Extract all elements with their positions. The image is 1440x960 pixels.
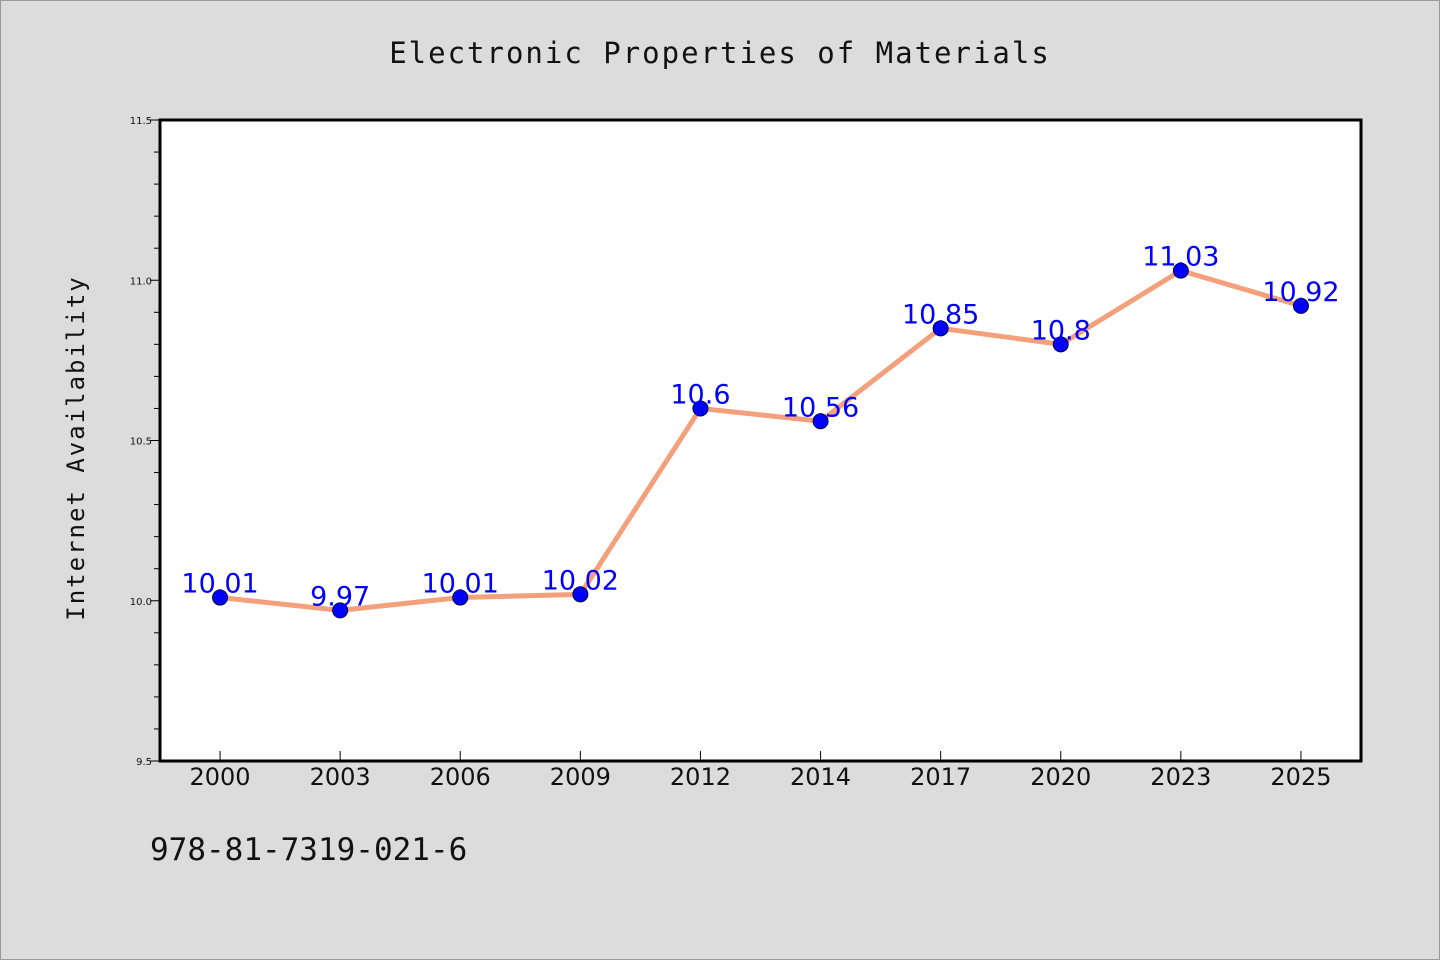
x-tick-label: 2009: [550, 763, 611, 791]
series-line: [217, 268, 1304, 613]
data-point: [212, 589, 229, 606]
x-axis: 2000 2003 2006 2009 2012 2014 2017 2020 2023 2025: [190, 751, 1331, 791]
data-point: [452, 589, 469, 606]
y-tick-label: 11.0: [130, 276, 152, 287]
x-tick-label: 2003: [310, 763, 371, 791]
x-tick-label: 2017: [910, 763, 971, 791]
x-tick-label: 2012: [670, 763, 731, 791]
data-labels: 10.01 9.97 10.01 10.02 10.6 10.56 10.85 10.8 11.…: [181, 242, 1339, 613]
data-label: 10.02: [542, 565, 619, 596]
series-layer: [212, 262, 1309, 619]
data-point: [1292, 297, 1309, 314]
x-tick-label: 2025: [1270, 763, 1331, 791]
data-label: 10.6: [670, 379, 730, 410]
y-axis-label: Internet Availability: [62, 275, 90, 620]
x-tick-label: 2020: [1030, 763, 1091, 791]
data-label: 11.03: [1142, 242, 1219, 273]
data-point: [812, 413, 829, 430]
x-tick-label: 2000: [190, 763, 251, 791]
y-tick-label: 9.5: [136, 757, 152, 768]
y-tick-label: 10.5: [130, 437, 152, 448]
data-point: [1052, 336, 1069, 353]
data-point: [932, 320, 949, 337]
data-point: [572, 586, 589, 603]
data-label: 10.8: [1031, 315, 1091, 346]
chart-title: Electronic Properties of Materials: [389, 36, 1051, 70]
data-point: [692, 400, 709, 417]
data-label: 10.92: [1262, 277, 1339, 308]
data-point: [332, 602, 349, 619]
y-tick-label: 11.5: [130, 116, 152, 127]
data-point: [1172, 262, 1189, 279]
data-label: 10.01: [181, 569, 258, 600]
data-label: 10.56: [782, 392, 859, 423]
y-tick-label: 10.0: [130, 597, 152, 608]
data-label: 10.01: [422, 569, 499, 600]
footer-isbn: 978-81-7319-021-6: [150, 832, 468, 868]
x-tick-label: 2014: [790, 763, 851, 791]
x-tick-label: 2023: [1150, 763, 1211, 791]
plot-area: [158, 118, 1363, 763]
y-axis: 9.5 10.0 10.5 11.0 11.5: [130, 116, 160, 768]
data-label: 9.97: [310, 581, 370, 612]
x-tick-label: 2006: [430, 763, 491, 791]
data-label: 10.85: [902, 299, 979, 330]
